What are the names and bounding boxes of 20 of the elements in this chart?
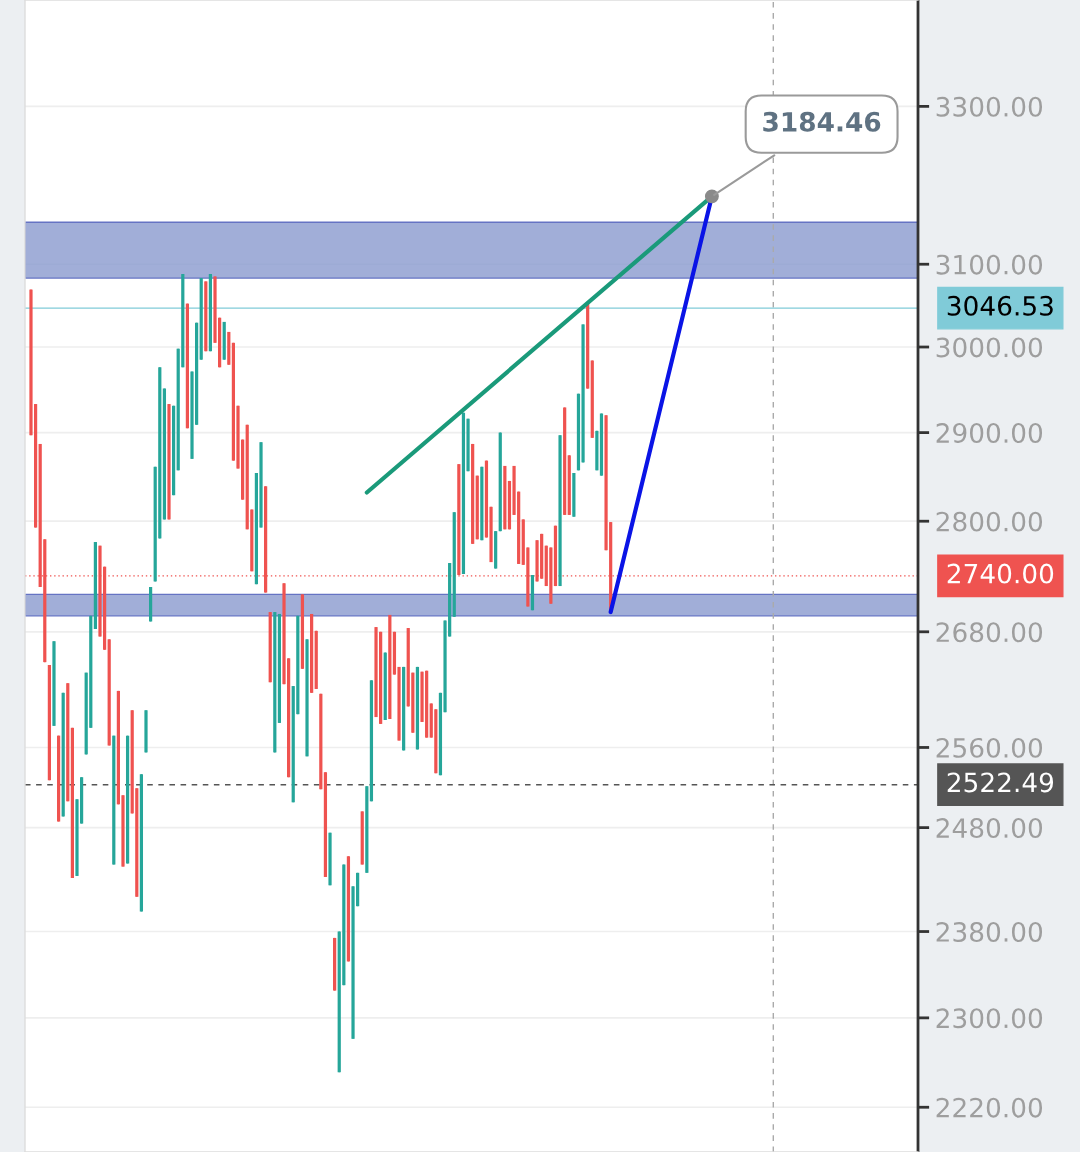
y-tick-label: 2480.00 (936, 818, 1043, 839)
candlestick (328, 832, 332, 886)
annotation: 3184.46 (763, 111, 881, 132)
y-tick-label: 2680.00 (936, 622, 1043, 643)
y-tick-label: 3000.00 (936, 337, 1043, 358)
candlestick (480, 466, 484, 541)
candlestick (171, 405, 176, 496)
y-tick-label: 3100.00 (936, 254, 1043, 275)
candlestick (553, 525, 558, 587)
y-tick-label: 2900.00 (936, 423, 1043, 444)
y-tick-label: 2380.00 (936, 921, 1043, 942)
y-tick-label: 2300.00 (936, 1008, 1043, 1029)
y-tick-label: 2220.00 (936, 1097, 1043, 1118)
ref-line-label: 2740.00 (947, 563, 1054, 584)
y-tick-label: 2560.00 (936, 737, 1043, 758)
y-tick-label: 2800.00 (936, 511, 1043, 532)
y-tick-label: 3300.00 (936, 96, 1043, 117)
ref-line-label: 2522.49 (947, 772, 1054, 793)
ref-line-label: 3046.53 (947, 295, 1053, 316)
candlestick (319, 693, 323, 790)
